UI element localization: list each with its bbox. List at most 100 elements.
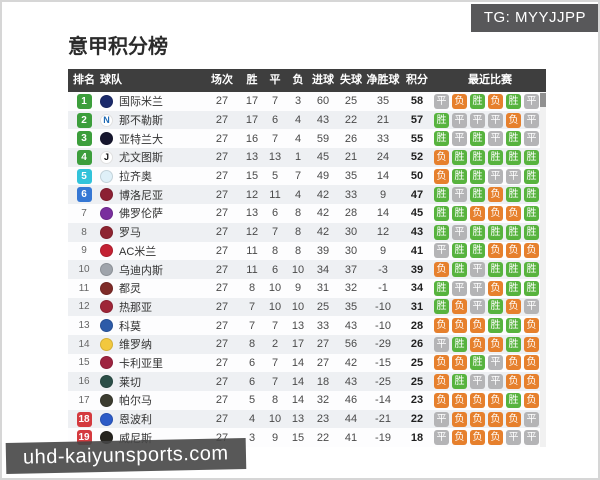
table-row[interactable]: 14 维罗纳 27 8 2 17 27 56 -29 26 平胜负负胜负: [68, 334, 540, 354]
cell-ga: 56: [344, 338, 358, 351]
result-badge-loss: 负: [524, 336, 539, 352]
table-row[interactable]: 8 罗马 27 12 7 8 42 30 12 43 胜平胜胜胜胜: [68, 222, 540, 242]
recent-results: 胜平胜负胜胜: [434, 187, 540, 203]
table-row[interactable]: 1 国际米兰 27 17 7 3 60 25 35 58 平负胜负胜平: [68, 92, 540, 111]
standings-table: 排名 球队 场次 胜 平 负 进球 失球 净胜球 积分 最近比赛 1 国际米兰 …: [68, 69, 546, 448]
cell-ga: 28: [344, 207, 358, 220]
table-row[interactable]: 9 AC米兰 27 11 8 8 39 30 9 41 平胜胜负负负: [68, 241, 540, 261]
cell-draw: 7: [271, 132, 279, 145]
cell-played: 27: [215, 375, 229, 388]
result-badge-win: 胜: [470, 149, 485, 165]
team-logo-icon: [100, 375, 113, 389]
result-badge-draw: 平: [434, 430, 449, 446]
table-row[interactable]: 18 恩波利 27 4 10 13 23 44 -21 22 平负负负负平: [68, 409, 540, 429]
recent-results: 胜平平平负平: [434, 112, 540, 128]
result-badge-win: 胜: [434, 205, 449, 221]
cell-loss: 14: [291, 356, 305, 369]
result-badge-draw: 平: [470, 299, 485, 315]
cell-gf: 25: [316, 300, 330, 313]
team-name: 卡利亚里: [119, 357, 163, 370]
result-badge-draw: 平: [488, 112, 503, 128]
result-badge-win: 胜: [434, 299, 449, 315]
result-badge-draw: 平: [524, 411, 539, 427]
table-row[interactable]: 11 都灵 27 8 10 9 31 32 -1 34 胜平平负胜胜: [68, 278, 540, 298]
cell-gf: 42: [316, 207, 330, 220]
recent-results: 胜胜负负负胜: [434, 205, 540, 221]
team-name: 佛罗伦萨: [119, 208, 163, 221]
cell-played: 27: [215, 151, 229, 164]
result-badge-win: 胜: [506, 224, 521, 240]
team-name: 罗马: [119, 227, 141, 240]
cell-win: 13: [245, 207, 259, 220]
cell-ga: 35: [344, 170, 358, 183]
cell-ga: 35: [344, 300, 358, 313]
cell-gf: 27: [316, 338, 330, 351]
rank-badge: 5: [76, 168, 92, 184]
cell-gf: 42: [316, 226, 330, 239]
table-row[interactable]: 16 莱切 27 6 7 14 18 43 -25 25 负胜平平负负: [68, 372, 540, 391]
table-row[interactable]: 17 帕尔马 27 5 8 14 32 46 -14 23 负负负负胜负: [68, 391, 540, 410]
scrollbar-thumb[interactable]: [540, 93, 546, 107]
rank-badge: 7: [81, 207, 87, 219]
cell-pts: 23: [410, 394, 424, 407]
table-row[interactable]: 12 热那亚 27 7 10 10 25 35 -10 31 胜负平胜负平: [68, 297, 540, 317]
result-badge-win: 胜: [524, 187, 539, 203]
result-badge-draw: 平: [470, 374, 485, 390]
result-badge-loss: 负: [434, 149, 449, 165]
cell-gd: 21: [376, 114, 390, 127]
cell-gf: 42: [316, 188, 330, 201]
cell-loss: 10: [291, 263, 305, 276]
team-logo-icon: [100, 356, 113, 370]
result-badge-draw: 平: [524, 93, 539, 109]
table-row[interactable]: 10 乌迪内斯 27 11 6 10 34 37 -3 39 负胜平胜胜胜: [68, 260, 540, 279]
result-badge-win: 胜: [470, 187, 485, 203]
result-badge-loss: 负: [452, 392, 467, 408]
result-badge-win: 胜: [524, 280, 539, 296]
cell-pts: 25: [410, 356, 424, 369]
result-badge-loss: 负: [506, 355, 521, 371]
table-row[interactable]: 13 科莫 27 7 7 13 33 43 -10 28 负负负胜胜负: [68, 316, 540, 335]
cell-loss: 8: [294, 207, 302, 220]
result-badge-draw: 平: [452, 112, 467, 128]
cell-draw: 8: [271, 394, 279, 407]
result-badge-loss: 负: [434, 318, 449, 334]
tg-overlay-badge: TG: MYYJJPP: [470, 4, 600, 32]
cell-draw: 6: [271, 263, 279, 276]
col-header-recent: 最近比赛: [468, 74, 512, 86]
cell-win: 16: [245, 132, 259, 145]
result-badge-loss: 负: [506, 411, 521, 427]
result-badge-loss: 负: [524, 374, 539, 390]
result-badge-win: 胜: [470, 355, 485, 371]
col-header-win: 胜: [246, 74, 258, 86]
result-badge-loss: 负: [452, 355, 467, 371]
cell-ga: 30: [344, 244, 358, 257]
table-row[interactable]: 5 拉齐奥 27 15 5 7 49 35 14 50 负胜胜平平胜: [68, 166, 540, 186]
result-badge-draw: 平: [488, 355, 503, 371]
cell-gd: 24: [376, 151, 390, 164]
cell-played: 27: [215, 319, 229, 332]
result-badge-loss: 负: [452, 318, 467, 334]
table-row[interactable]: 15 卡利亚里 27 6 7 14 27 42 -15 25 负负胜平负负: [68, 353, 540, 373]
col-header-team: 球队: [100, 74, 122, 86]
table-row[interactable]: 6 博洛尼亚 27 12 11 4 42 33 9 47 胜平胜负胜胜: [68, 185, 540, 205]
result-badge-draw: 平: [434, 243, 449, 259]
vertical-scrollbar[interactable]: [540, 92, 546, 448]
cell-ga: 42: [344, 356, 358, 369]
cell-played: 27: [215, 300, 229, 313]
table-row[interactable]: 3 亚特兰大 27 16 7 4 59 26 33 55 胜平胜平胜平: [68, 129, 540, 149]
result-badge-win: 胜: [524, 262, 539, 278]
cell-loss: 17: [291, 338, 305, 351]
cell-pts: 34: [410, 282, 424, 295]
recent-results: 胜平平负胜胜: [434, 280, 540, 296]
table-row[interactable]: 4 J 尤文图斯 27 13 13 1 45 21 24 52 负胜胜胜胜胜: [68, 148, 540, 167]
team-name: 那不勒斯: [119, 115, 163, 128]
recent-results: 胜负平胜负平: [434, 299, 540, 315]
team-name: 尤文图斯: [119, 152, 163, 165]
table-row[interactable]: 7 佛罗伦萨 27 13 6 8 42 28 14 45 胜胜负负负胜: [68, 204, 540, 223]
cell-draw: 9: [271, 431, 279, 444]
table-row[interactable]: 2 N 那不勒斯 27 17 6 4 43 22 21 57 胜平平平负平: [68, 110, 540, 130]
result-badge-win: 胜: [524, 205, 539, 221]
recent-results: 负负胜平负负: [434, 355, 540, 371]
rank-badge: 6: [76, 187, 92, 203]
result-badge-win: 胜: [506, 318, 521, 334]
